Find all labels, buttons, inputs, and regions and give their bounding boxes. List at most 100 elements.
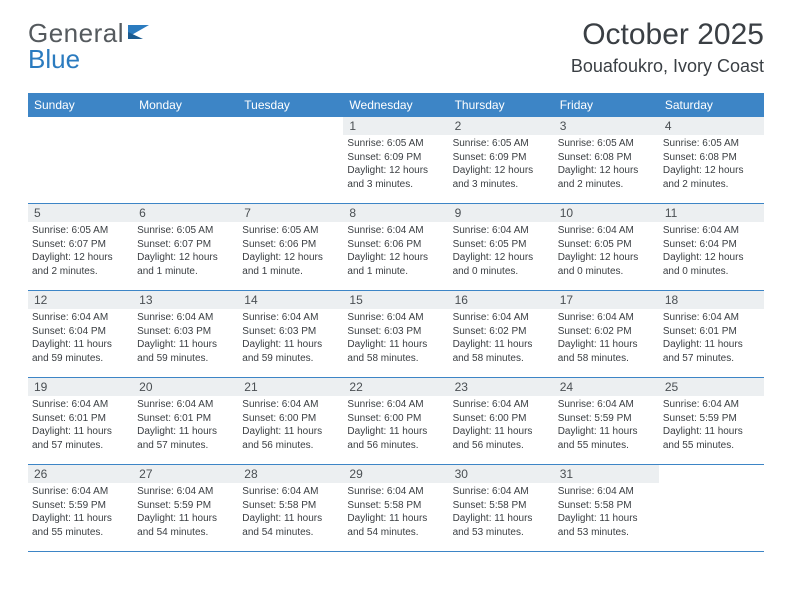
day-number: 10 — [554, 204, 659, 222]
calendar-day: 30Sunrise: 6:04 AMSunset: 5:58 PMDayligh… — [449, 465, 554, 551]
sunrise-text: Sunrise: 6:04 AM — [137, 311, 234, 325]
sunset-text: Sunset: 6:03 PM — [137, 325, 234, 339]
calendar-day: 6Sunrise: 6:05 AMSunset: 6:07 PMDaylight… — [133, 204, 238, 290]
day-details: Sunrise: 6:04 AMSunset: 6:06 PMDaylight:… — [347, 224, 444, 278]
daylight-text: Daylight: 12 hours and 1 minute. — [347, 251, 444, 278]
daylight-text: Daylight: 11 hours and 57 minutes. — [663, 338, 760, 365]
calendar-day — [133, 117, 238, 203]
sunset-text: Sunset: 6:06 PM — [347, 238, 444, 252]
day-details: Sunrise: 6:04 AMSunset: 6:00 PMDaylight:… — [453, 398, 550, 452]
day-details: Sunrise: 6:04 AMSunset: 5:59 PMDaylight:… — [558, 398, 655, 452]
day-details: Sunrise: 6:05 AMSunset: 6:09 PMDaylight:… — [347, 137, 444, 191]
sunset-text: Sunset: 6:02 PM — [558, 325, 655, 339]
calendar-day: 28Sunrise: 6:04 AMSunset: 5:58 PMDayligh… — [238, 465, 343, 551]
day-details: Sunrise: 6:04 AMSunset: 6:04 PMDaylight:… — [663, 224, 760, 278]
weekday-header: Thursday — [449, 93, 554, 117]
daylight-text: Daylight: 11 hours and 55 minutes. — [663, 425, 760, 452]
calendar-week: 1Sunrise: 6:05 AMSunset: 6:09 PMDaylight… — [28, 117, 764, 204]
day-number: 12 — [28, 291, 133, 309]
sunset-text: Sunset: 6:01 PM — [663, 325, 760, 339]
sunrise-text: Sunrise: 6:05 AM — [347, 137, 444, 151]
sunset-text: Sunset: 6:04 PM — [663, 238, 760, 252]
month-title: October 2025 — [571, 18, 764, 52]
sunrise-text: Sunrise: 6:04 AM — [558, 398, 655, 412]
daylight-text: Daylight: 12 hours and 3 minutes. — [347, 164, 444, 191]
sunset-text: Sunset: 6:09 PM — [347, 151, 444, 165]
daylight-text: Daylight: 12 hours and 1 minute. — [137, 251, 234, 278]
sunset-text: Sunset: 6:03 PM — [347, 325, 444, 339]
day-details: Sunrise: 6:04 AMSunset: 6:03 PMDaylight:… — [242, 311, 339, 365]
day-details: Sunrise: 6:04 AMSunset: 6:03 PMDaylight:… — [137, 311, 234, 365]
daylight-text: Daylight: 11 hours and 54 minutes. — [137, 512, 234, 539]
daylight-text: Daylight: 11 hours and 59 minutes. — [242, 338, 339, 365]
day-number: 18 — [659, 291, 764, 309]
sunrise-text: Sunrise: 6:04 AM — [453, 311, 550, 325]
daylight-text: Daylight: 11 hours and 57 minutes. — [137, 425, 234, 452]
calendar-day: 24 Sunrise: 6:04 AMSunset: 5:59 PMDayligh… — [554, 378, 659, 464]
calendar-day: 8Sunrise: 6:04 AMSunset: 6:06 PMDaylight… — [343, 204, 448, 290]
sunset-text: Sunset: 6:02 PM — [453, 325, 550, 339]
day-number: 4 — [659, 117, 764, 135]
sunset-text: Sunset: 5:59 PM — [137, 499, 234, 513]
day-number: 31 — [554, 465, 659, 483]
calendar-day: 10 Sunrise: 6:04 AMSunset: 6:05 PMDayligh… — [554, 204, 659, 290]
calendar-day: 29Sunrise: 6:04 AMSunset: 5:58 PMDayligh… — [343, 465, 448, 551]
weekday-header: Sunday — [28, 93, 133, 117]
calendar-day: 25Sunrise: 6:04 AMSunset: 5:59 PMDayligh… — [659, 378, 764, 464]
daylight-text: Daylight: 12 hours and 1 minute. — [242, 251, 339, 278]
sunrise-text: Sunrise: 6:04 AM — [663, 398, 760, 412]
calendar-day: 1 Sunrise: 6:05 AMSunset: 6:09 PMDaylight… — [343, 117, 448, 203]
sunrise-text: Sunrise: 6:04 AM — [663, 311, 760, 325]
sunrise-text: Sunrise: 6:04 AM — [347, 485, 444, 499]
day-number: 26 — [28, 465, 133, 483]
calendar-day: 4Sunrise: 6:05 AMSunset: 6:08 PMDaylight… — [659, 117, 764, 203]
sunset-text: Sunset: 6:00 PM — [347, 412, 444, 426]
day-number: 2 — [449, 117, 554, 135]
calendar-day: 15Sunrise: 6:04 AMSunset: 6:03 PMDayligh… — [343, 291, 448, 377]
day-details: Sunrise: 6:05 AMSunset: 6:07 PMDaylight:… — [32, 224, 129, 278]
daylight-text: Daylight: 11 hours and 53 minutes. — [453, 512, 550, 539]
calendar: SundayMondayTuesdayWednesdayThursdayFrid… — [28, 93, 764, 552]
day-number: 23 — [449, 378, 554, 396]
day-number: 1 — [343, 117, 448, 135]
sunrise-text: Sunrise: 6:04 AM — [242, 398, 339, 412]
calendar-day: 7Sunrise: 6:05 AMSunset: 6:06 PMDaylight… — [238, 204, 343, 290]
sunset-text: Sunset: 6:08 PM — [663, 151, 760, 165]
day-details: Sunrise: 6:04 AMSunset: 5:58 PMDaylight:… — [347, 485, 444, 539]
day-details: Sunrise: 6:05 AMSunset: 6:07 PMDaylight:… — [137, 224, 234, 278]
sunset-text: Sunset: 5:59 PM — [663, 412, 760, 426]
weekday-header: Monday — [133, 93, 238, 117]
sunset-text: Sunset: 6:00 PM — [453, 412, 550, 426]
day-details: Sunrise: 6:04 AMSunset: 6:05 PMDaylight:… — [558, 224, 655, 278]
sunset-text: Sunset: 5:58 PM — [558, 499, 655, 513]
day-details: Sunrise: 6:04 AMSunset: 5:58 PMDaylight:… — [453, 485, 550, 539]
calendar-day: 27Sunrise: 6:04 AMSunset: 5:59 PMDayligh… — [133, 465, 238, 551]
weekday-header: Wednesday — [343, 93, 448, 117]
day-number: 20 — [133, 378, 238, 396]
day-number: 24 — [554, 378, 659, 396]
daylight-text: Daylight: 11 hours and 56 minutes. — [347, 425, 444, 452]
day-details: Sunrise: 6:04 AMSunset: 6:01 PMDaylight:… — [663, 311, 760, 365]
day-number — [659, 465, 764, 483]
daylight-text: Daylight: 12 hours and 0 minutes. — [558, 251, 655, 278]
daylight-text: Daylight: 11 hours and 54 minutes. — [242, 512, 339, 539]
sunrise-text: Sunrise: 6:04 AM — [453, 485, 550, 499]
day-details: Sunrise: 6:04 AMSunset: 5:59 PMDaylight:… — [32, 485, 129, 539]
day-number: 17 — [554, 291, 659, 309]
weekday-header: Saturday — [659, 93, 764, 117]
daylight-text: Daylight: 11 hours and 56 minutes. — [242, 425, 339, 452]
day-number: 19 — [28, 378, 133, 396]
day-details: Sunrise: 6:04 AMSunset: 6:05 PMDaylight:… — [453, 224, 550, 278]
calendar-day: 18 Sunrise: 6:04 AMSunset: 6:01 PMDayligh… — [659, 291, 764, 377]
calendar-week: 5Sunrise: 6:05 AMSunset: 6:07 PMDaylight… — [28, 204, 764, 291]
sunrise-text: Sunrise: 6:04 AM — [558, 485, 655, 499]
calendar-day: 19Sunrise: 6:04 AMSunset: 6:01 PMDayligh… — [28, 378, 133, 464]
day-number: 13 — [133, 291, 238, 309]
day-number: 3 — [554, 117, 659, 135]
calendar-day — [238, 117, 343, 203]
sunset-text: Sunset: 6:05 PM — [558, 238, 655, 252]
day-details: Sunrise: 6:04 AMSunset: 6:02 PMDaylight:… — [453, 311, 550, 365]
sunrise-text: Sunrise: 6:05 AM — [453, 137, 550, 151]
day-details: Sunrise: 6:04 AMSunset: 6:04 PMDaylight:… — [32, 311, 129, 365]
sunrise-text: Sunrise: 6:04 AM — [663, 224, 760, 238]
